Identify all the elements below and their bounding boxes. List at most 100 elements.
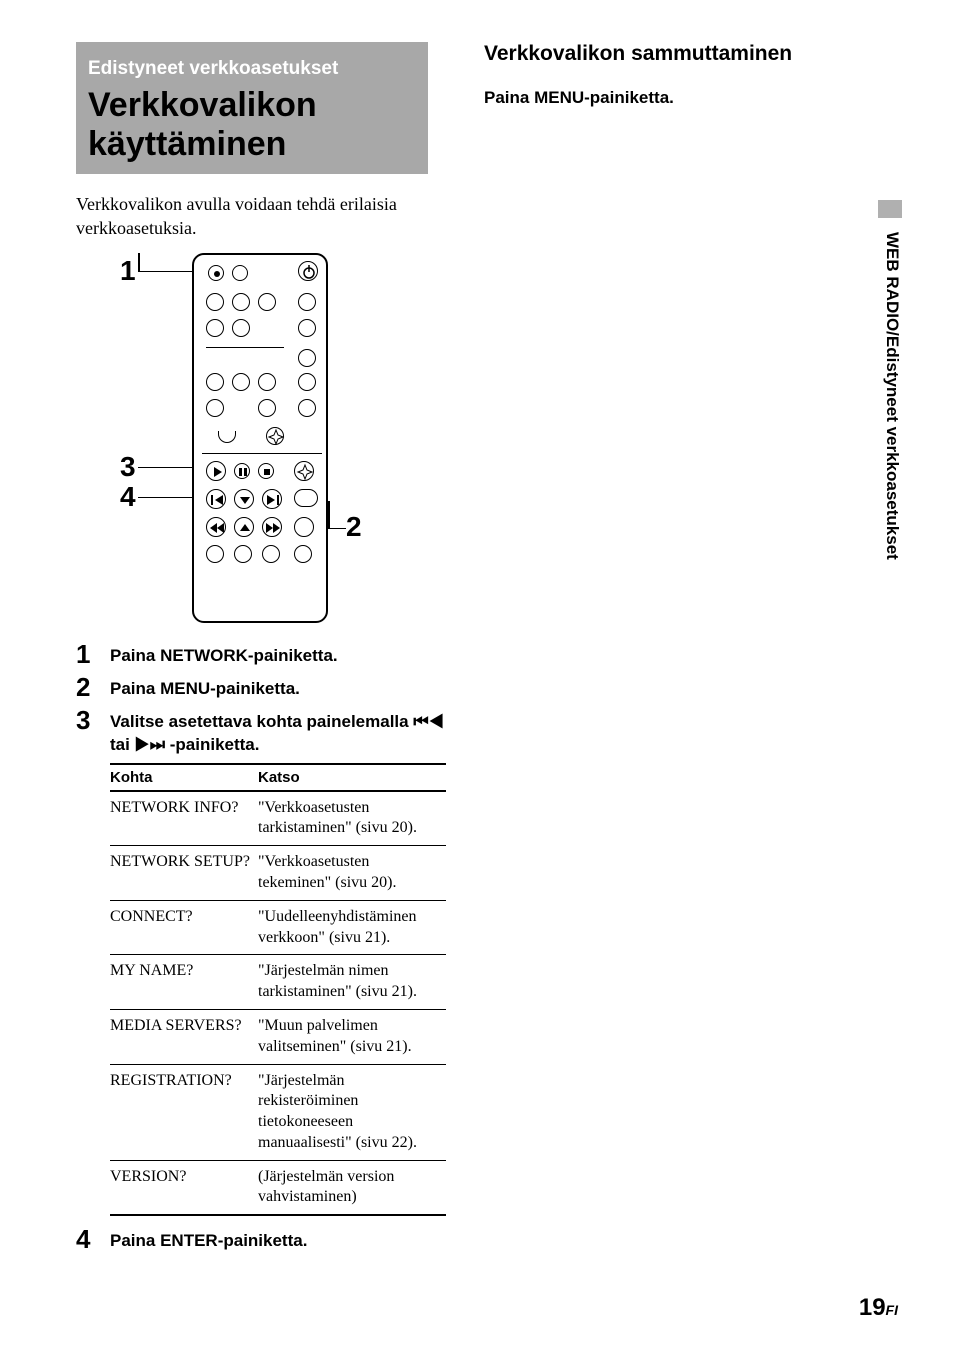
stop-icon [258,463,274,479]
page-number-value: 19 [859,1294,886,1321]
cell: REGISTRATION? [110,1064,258,1160]
callout-line [328,501,330,528]
remote-button [208,265,224,281]
menu-table: Kohta Katso NETWORK INFO?"Verkkoasetuste… [110,763,446,1217]
callout-3: 3 [120,451,136,483]
remote-button [294,517,314,537]
table-row: CONNECT?"Uudelleenyhdistäminen verkkoon"… [110,900,446,955]
table-row: NETWORK INFO?"Verkkoasetusten tarkistami… [110,791,446,846]
remote-button [206,373,224,391]
remote-figure: 1 3 4 2 [76,253,444,623]
remote-button [206,399,224,417]
title-line2: käyttäminen [88,125,286,163]
rewind-icon [206,517,226,537]
right-column: Verkkovalikon sammuttaminen Paina MENU-p… [484,42,844,108]
callout-2: 2 [346,511,362,543]
divider [202,453,322,454]
step-4: 4 Paina ENTER-painiketta. [76,1226,456,1253]
remote-button [234,545,252,563]
remote-button [298,373,316,391]
cell: "Järjestelmän rekisteröiminen tietokonee… [258,1064,446,1160]
step-number: 2 [76,674,110,700]
prev-icon [206,489,226,509]
cell: "Verkkoasetusten tekeminen" (sivu 20). [258,846,446,901]
side-tab-label: WEB RADIO/Edistyneet verkkoasetukset [882,232,902,560]
pause-icon [234,463,250,479]
remote-illustration [192,253,328,623]
remote-button [218,431,236,443]
callout-1: 1 [120,255,136,287]
title-line1: Verkkovalikon [88,86,317,124]
section-header: Edistyneet verkkoasetukset Verkkovalikon… [76,42,428,174]
table-row: REGISTRATION?"Järjestelmän rekisteröimin… [110,1064,446,1160]
up-icon [234,517,254,537]
table-row: MY NAME?"Järjestelmän nimen tarkistamine… [110,955,446,1010]
direction-icon [266,427,284,445]
remote-button [206,545,224,563]
callout-line [138,271,198,273]
remote-button [206,293,224,311]
cell: "Verkkoasetusten tarkistaminen" (sivu 20… [258,791,446,846]
table-header-col2: Katso [258,764,446,791]
cell: "Uudelleenyhdistäminen verkkoon" (sivu 2… [258,900,446,955]
direction-pad-icon [294,461,314,481]
callout-line [138,467,192,469]
callout-line [138,253,140,271]
remote-button [262,545,280,563]
table-row: NETWORK SETUP?"Verkkoasetusten tekeminen… [110,846,446,901]
remote-button [232,373,250,391]
cell: (Järjestelmän version vahvistaminen) [258,1160,446,1215]
step-number: 1 [76,641,110,667]
remote-button [298,319,316,337]
cell: NETWORK INFO? [110,791,258,846]
section-title: Verkkovalikon käyttäminen [88,86,416,164]
cell: NETWORK SETUP? [110,846,258,901]
cell: VERSION? [110,1160,258,1215]
table-row: MEDIA SERVERS?"Muun palvelimen valitsemi… [110,1009,446,1064]
page-number-suffix: FI [886,1302,898,1318]
cell: "Muun palvelimen valitseminen" (sivu 21)… [258,1009,446,1064]
step-2: 2 Paina MENU-painiketta. [76,674,456,701]
divider [206,347,284,348]
right-text: Paina MENU-painiketta. [484,88,844,108]
play-icon [206,461,226,481]
cell: "Järjestelmän nimen tarkistaminen" (sivu… [258,955,446,1010]
down-icon [234,489,254,509]
remote-button [232,265,248,281]
step-text: Paina NETWORK-painiketta. [110,641,338,668]
page-number: 19FI [859,1294,898,1322]
cell: MY NAME? [110,955,258,1010]
step-text: Paina ENTER-painiketta. [110,1226,307,1253]
table-header-col1: Kohta [110,764,258,791]
callout-line [138,497,192,499]
step-1: 1 Paina NETWORK-painiketta. [76,641,456,668]
remote-button [258,293,276,311]
remote-button [298,349,316,367]
section-subhead: Edistyneet verkkoasetukset [88,58,416,80]
callout-line [328,528,346,530]
cell: CONNECT? [110,900,258,955]
remote-button [206,319,224,337]
step-text: Paina MENU-painiketta. [110,674,300,701]
callout-4: 4 [120,481,136,513]
remote-button [258,373,276,391]
step-number: 4 [76,1226,110,1252]
step-text: Valitse asetettava kohta painelemalla ⏮◀… [110,707,456,757]
cell: MEDIA SERVERS? [110,1009,258,1064]
remote-button [294,489,318,507]
forward-icon [262,517,282,537]
remote-button [298,293,316,311]
side-tab-strip [878,200,902,218]
right-heading: Verkkovalikon sammuttaminen [484,42,844,66]
table-row: VERSION?(Järjestelmän version vahvistami… [110,1160,446,1215]
remote-button [258,399,276,417]
power-icon [298,261,318,281]
remote-button [232,293,250,311]
remote-button [298,399,316,417]
intro-text: Verkkovalikon avulla voidaan tehdä erila… [76,192,444,241]
remote-button [232,319,250,337]
step-3: 3 Valitse asetettava kohta painelemalla … [76,707,456,757]
next-icon [262,489,282,509]
step-number: 3 [76,707,110,733]
remote-button [294,545,312,563]
